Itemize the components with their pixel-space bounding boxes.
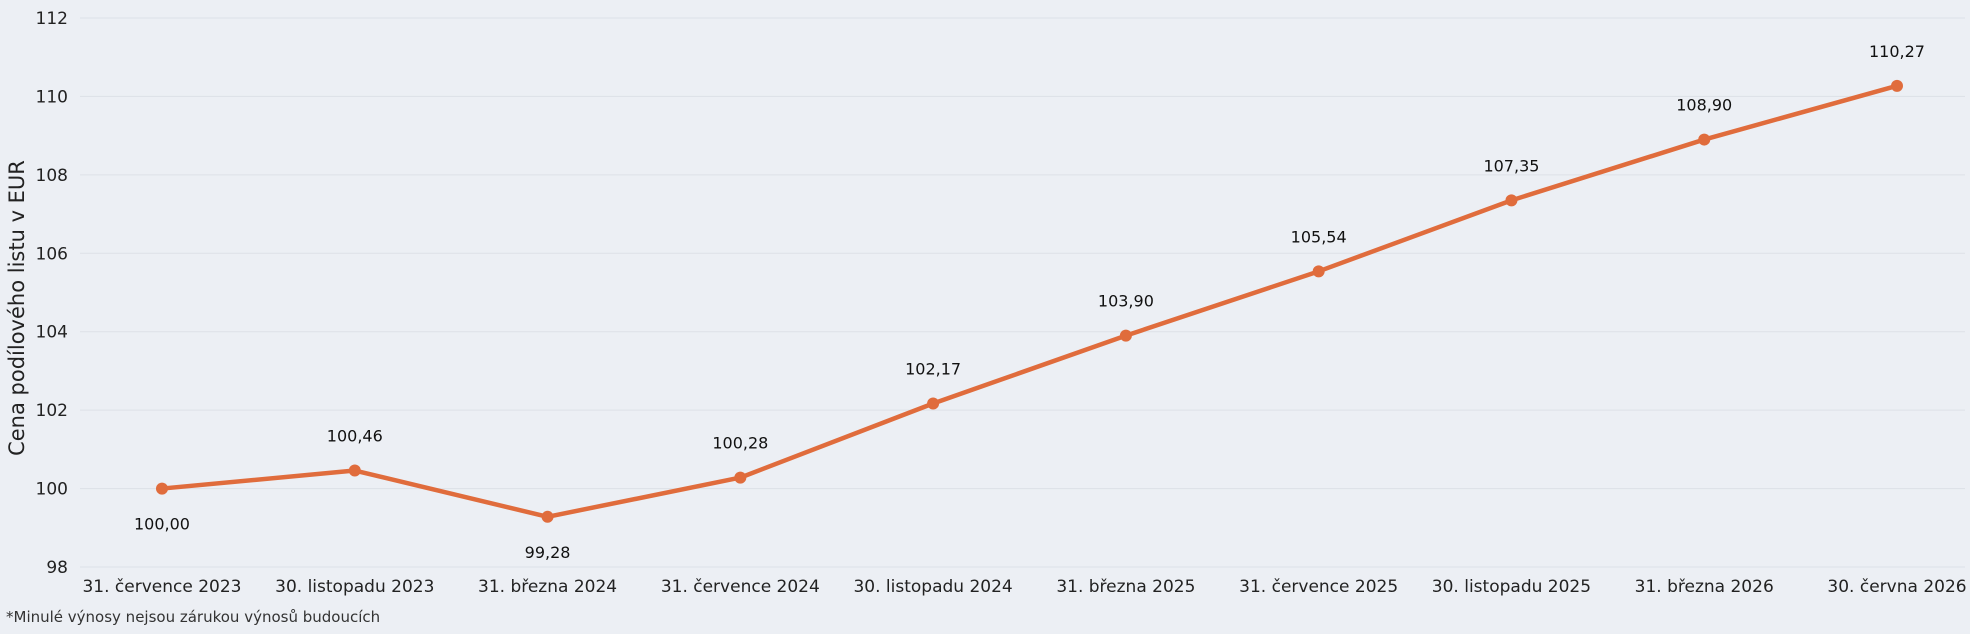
x-tick-label: 30. listopadu 2023 <box>275 577 434 597</box>
data-label: 107,35 <box>1483 156 1539 175</box>
data-point <box>1698 133 1711 146</box>
x-tick-label: 30. června 2026 <box>1827 577 1966 597</box>
data-point <box>1312 265 1325 278</box>
data-point <box>541 510 554 523</box>
data-points <box>156 79 1903 523</box>
data-labels: 100,00 100,46 99,28 100,28 102,17 103,90 105,5… <box>134 42 1925 562</box>
data-label: 103,90 <box>1098 292 1154 311</box>
x-tick-label: 31. července 2024 <box>661 577 820 597</box>
series-line <box>159 83 1900 520</box>
data-label: 100,28 <box>712 434 768 453</box>
data-point <box>156 482 168 495</box>
y-axis-label: Cena podílového listu v EUR <box>5 160 29 456</box>
data-label: 100,46 <box>327 427 383 446</box>
x-tick-label: 31. července 2025 <box>1239 577 1398 597</box>
y-tick-label: 104 <box>36 323 68 343</box>
footnote: *Minulé výnosy nejsou zárukou výnosů bud… <box>6 608 381 626</box>
y-tick-label: 110 <box>36 87 68 107</box>
series-line-price <box>159 83 1900 520</box>
x-tick-label: 30. listopadu 2024 <box>853 577 1012 597</box>
data-point <box>1505 194 1518 207</box>
y-tick-label: 106 <box>36 244 68 264</box>
x-axis-ticks: 31. července 2023 30. listopadu 2023 31. b… <box>82 577 1966 597</box>
data-label: 110,27 <box>1869 42 1925 61</box>
x-tick-label: 31. března 2026 <box>1635 577 1774 597</box>
data-label: 108,90 <box>1676 96 1732 115</box>
data-label: 99,28 <box>525 543 571 562</box>
y-tick-label: 98 <box>46 558 68 578</box>
x-tick-label: 31. července 2023 <box>82 577 241 597</box>
data-point <box>1891 79 1903 92</box>
y-tick-label: 102 <box>36 401 68 421</box>
data-label: 102,17 <box>905 359 961 378</box>
y-tick-label: 112 <box>36 9 68 29</box>
y-tick-label: 108 <box>36 166 68 186</box>
x-tick-label: 31. března 2024 <box>478 577 617 597</box>
x-tick-label: 31. března 2025 <box>1056 577 1195 597</box>
data-point <box>1119 329 1132 342</box>
data-point <box>348 464 361 477</box>
y-axis-ticks: 98 100 102 104 106 108 110 112 <box>36 9 68 578</box>
gridlines <box>80 17 1965 568</box>
data-label: 105,54 <box>1291 227 1347 246</box>
y-tick-label: 100 <box>36 480 68 500</box>
data-label: 100,00 <box>134 515 190 534</box>
data-point <box>734 471 747 484</box>
data-point <box>927 397 940 410</box>
x-tick-label: 30. listopadu 2025 <box>1432 577 1591 597</box>
